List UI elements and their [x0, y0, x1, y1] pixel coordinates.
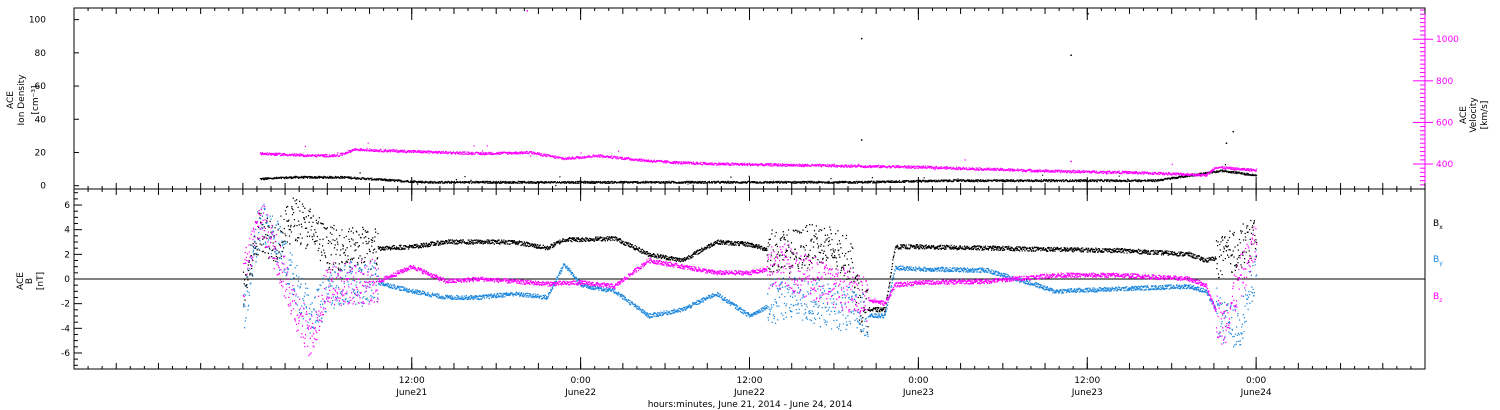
density-tick-label: 100 — [29, 16, 46, 26]
top-panel-frame — [73, 7, 1426, 190]
density-tick-label: 80 — [35, 49, 47, 59]
x-tick-time: 12:00 — [399, 376, 425, 386]
b-tick-label: 2 — [64, 250, 70, 260]
velocity-ylabel-line2: Velocity — [1469, 97, 1479, 133]
density-tick-label: 20 — [35, 148, 47, 158]
x-tick-date: June21 — [395, 388, 427, 398]
x-tick-time: 0:00 — [571, 376, 591, 386]
velocity-series — [259, 142, 1258, 178]
b-y-axis: -6 -4 -2 0 2 4 6 — [61, 192, 82, 366]
density-series — [259, 164, 1258, 187]
x-tick-date: June24 — [1240, 388, 1272, 398]
outlier-point — [1070, 54, 1072, 56]
x-axis: 12:00 June21 0:00 June22 12:00 June22 0:00 June… — [73, 8, 1426, 398]
density-ylabel-line3: [cm⁻³] — [31, 85, 41, 114]
x-tick-time: 0:00 — [1246, 376, 1266, 386]
density-tick-label: 60 — [35, 82, 47, 92]
top-data-points — [259, 10, 1258, 187]
b-tick-label: -2 — [61, 300, 70, 310]
top-panel: 0 20 40 60 80 100 400 600 800 1000 ACE Ion Densi… — [6, 7, 1490, 192]
x-tick-date: June23 — [1071, 388, 1103, 398]
x-tick-time: 0:00 — [908, 376, 928, 386]
outlier-point — [1087, 12, 1089, 15]
b-tick-label: 4 — [64, 226, 70, 236]
top-right-y-axis: 400 600 800 1000 — [1413, 9, 1459, 186]
velocity-tick-label: 800 — [1436, 77, 1453, 87]
velocity-ylabel-line3: [km/s] — [1480, 101, 1490, 130]
b-series-bx — [242, 197, 1258, 334]
b-ylabel-line2: B — [25, 278, 35, 284]
top-left-y-axis: 0 20 40 60 80 100 — [29, 16, 79, 192]
x-tick-date: June22 — [733, 388, 765, 398]
legend-by: By — [1433, 255, 1443, 267]
velocity-tick-label: 400 — [1436, 160, 1453, 170]
legend: Bx By Bz — [1433, 219, 1443, 304]
b-series-bz — [242, 205, 1258, 357]
outlier-point — [526, 10, 529, 12]
density-ylabel-line1: ACE — [6, 91, 16, 109]
outlier-point — [860, 37, 863, 40]
b-tick-label: 0 — [64, 275, 70, 285]
b-ylabel-line3: [nT] — [36, 272, 46, 290]
x-tick-date: June23 — [902, 388, 934, 398]
density-tick-label: 40 — [35, 115, 47, 125]
b-data-points — [242, 197, 1258, 357]
b-tick-label: 6 — [64, 201, 70, 211]
legend-bz: Bz — [1433, 292, 1442, 304]
bottom-panel: -6 -4 -2 0 2 4 6 ACE B [nT] Bx By Bz — [16, 188, 1443, 370]
x-tick-time: 12:00 — [737, 376, 763, 386]
legend-bx: Bx — [1433, 219, 1443, 231]
x-axis-label: hours:minutes, June 21, 2014 - June 24, … — [648, 400, 853, 410]
outlier-point — [1225, 142, 1228, 145]
b-tick-label: -4 — [61, 324, 70, 334]
b-ylabel-line1: ACE — [16, 272, 26, 290]
outlier-point — [860, 139, 863, 141]
velocity-tick-label: 1000 — [1436, 35, 1459, 45]
x-tick-time: 12:00 — [1074, 376, 1100, 386]
velocity-tick-label: 600 — [1436, 118, 1453, 128]
velocity-ylabel-line1: ACE — [1459, 106, 1469, 124]
outlier-point — [1232, 130, 1234, 133]
density-tick-label: 0 — [40, 182, 46, 192]
outlier-point — [860, 11, 863, 13]
x-tick-date: June22 — [564, 388, 596, 398]
density-ylabel-line2: Ion Density — [17, 74, 27, 126]
b-tick-label: -6 — [61, 349, 70, 359]
outlier-point — [1070, 160, 1072, 163]
